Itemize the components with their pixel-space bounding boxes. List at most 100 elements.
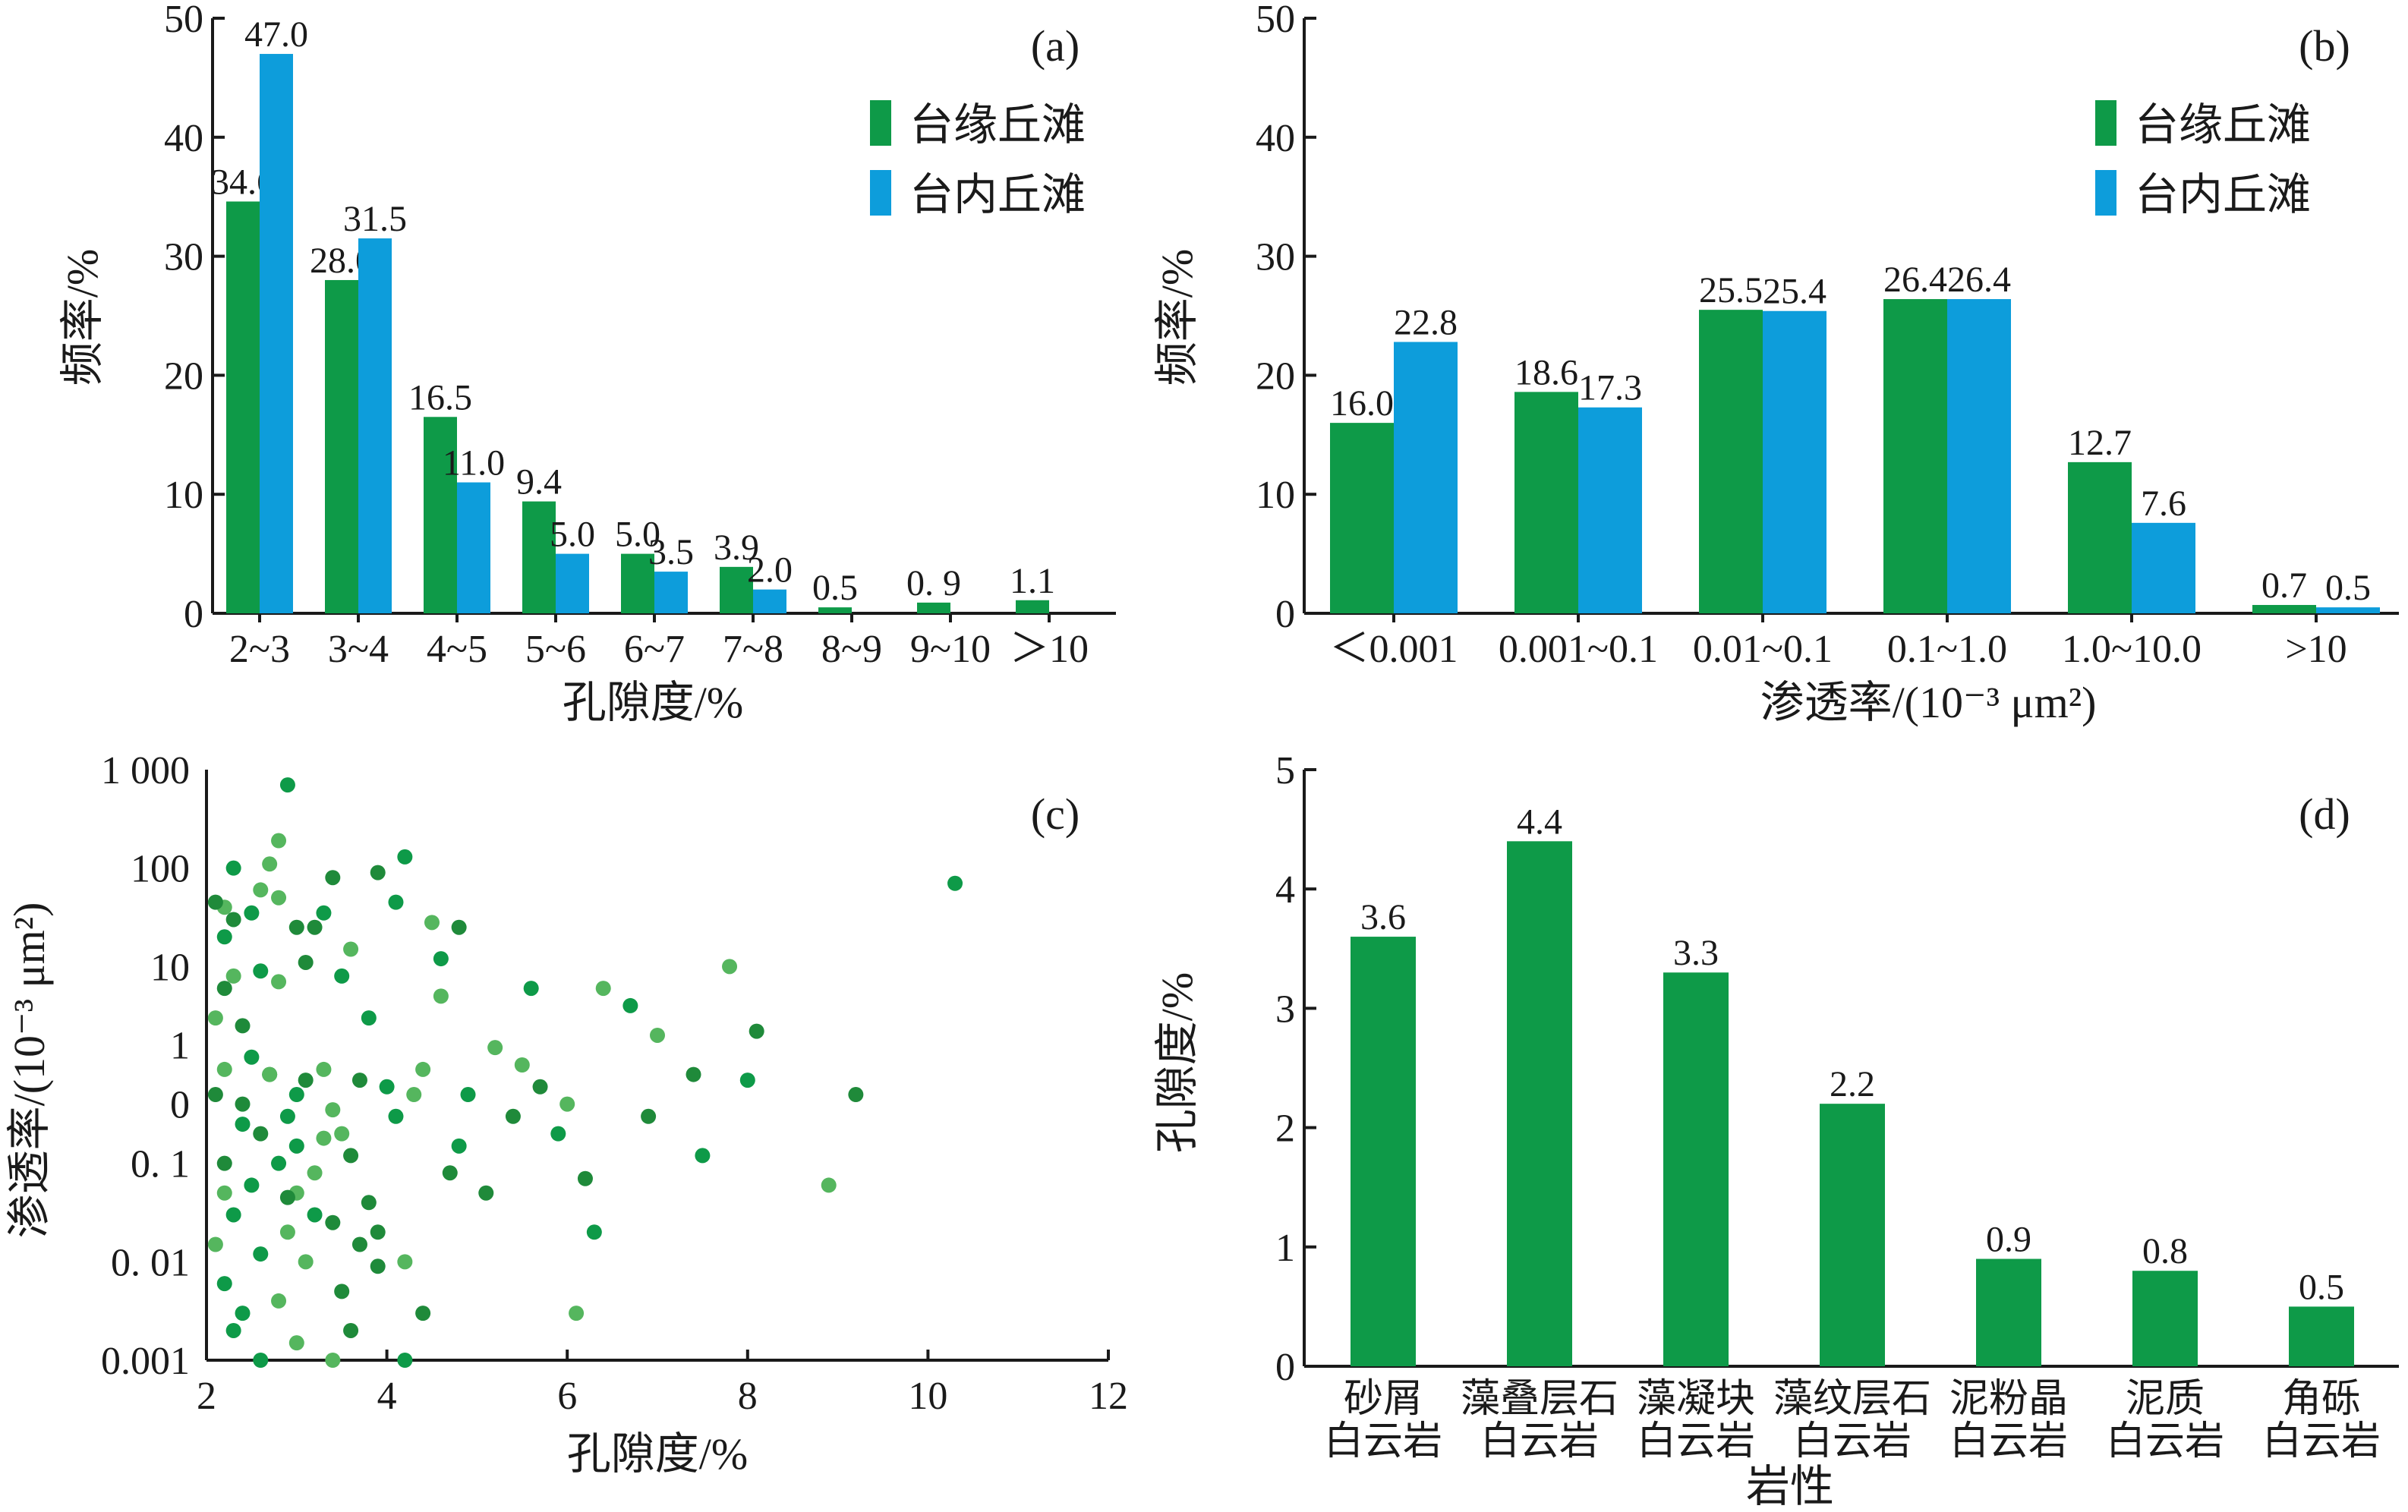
x-tick-label: 1.0~10.0 xyxy=(2062,628,2202,671)
bar-series1 xyxy=(1663,972,1729,1366)
scatter-point xyxy=(225,860,241,876)
bar-series1 xyxy=(1016,600,1049,613)
bar-series2 xyxy=(2316,607,2380,613)
y-tick-label: 2 xyxy=(1275,1107,1295,1151)
scatter-point xyxy=(225,1322,241,1338)
scatter-point xyxy=(370,1258,386,1274)
scatter-point xyxy=(235,1117,251,1132)
bar-series1 xyxy=(621,553,654,613)
y-tick-label: 3 xyxy=(1275,988,1295,1031)
scatter-point xyxy=(334,1126,350,1142)
x-tick-label: 8 xyxy=(738,1375,758,1418)
scatter-point xyxy=(244,1177,260,1193)
y-tick-label: 0. 1 xyxy=(131,1143,190,1186)
y-tick-label: 30 xyxy=(164,236,203,279)
y-tick-label: 0 xyxy=(184,593,203,636)
y-tick-label: 50 xyxy=(1256,0,1295,41)
panel-a-porosity-frequency-chart: 0102030405034.647.02~328.031.53~416.511.… xyxy=(58,0,1116,727)
x-tick-label: 6 xyxy=(557,1375,577,1418)
data-label: 12.7 xyxy=(2068,423,2132,463)
x-tick-label: 白云岩 xyxy=(2262,1420,2381,1463)
y-axis-title: 频率/% xyxy=(1152,249,1202,386)
scatter-point xyxy=(415,1061,431,1077)
scatter-point xyxy=(577,1170,593,1186)
bar-series1 xyxy=(2289,1306,2354,1366)
scatter-point xyxy=(848,1087,864,1103)
scatter-point xyxy=(307,1165,323,1181)
scatter-point xyxy=(253,882,269,898)
scatter-point xyxy=(216,1061,232,1077)
scatter-point xyxy=(271,890,287,906)
data-label: 25.4 xyxy=(1763,272,1826,312)
scatter-point xyxy=(532,1079,548,1095)
panel-label: (b) xyxy=(2299,21,2350,71)
data-label: 4.4 xyxy=(1517,802,1562,842)
x-axis-title: 孔隙度/% xyxy=(563,678,743,727)
scatter-point xyxy=(271,1155,287,1171)
scatter-point xyxy=(279,1108,295,1124)
scatter-point xyxy=(947,875,963,891)
y-tick-label: 10 xyxy=(150,946,190,989)
scatter-point xyxy=(207,1236,223,1252)
scatter-point xyxy=(424,915,440,931)
bar-series1 xyxy=(325,279,358,613)
data-label: 0. 9 xyxy=(906,563,961,603)
y-axis-title: 渗透率/(10⁻³ μm²) xyxy=(5,902,54,1239)
scatter-point xyxy=(550,1126,566,1142)
scatter-point xyxy=(749,1023,764,1039)
data-label: 16.0 xyxy=(1330,383,1394,424)
data-label: 3.3 xyxy=(1673,933,1719,973)
scatter-point xyxy=(686,1066,701,1082)
scatter-point xyxy=(559,1096,575,1112)
x-tick-label: ＜0.001 xyxy=(1329,628,1458,671)
x-tick-label: 0.1~1.0 xyxy=(1887,628,2007,671)
scatter-point xyxy=(216,981,232,997)
scatter-point xyxy=(325,1102,341,1118)
scatter-point xyxy=(225,1207,241,1223)
scatter-point xyxy=(235,1018,251,1034)
y-tick-label: 5 xyxy=(1275,749,1295,792)
bar-series2 xyxy=(1578,407,1642,613)
scatter-point xyxy=(569,1306,585,1321)
scatter-point xyxy=(225,912,241,928)
panel-label: (c) xyxy=(1031,789,1080,839)
x-tick-label: 7~8 xyxy=(723,628,783,671)
x-tick-label: 白云岩 xyxy=(1793,1420,1912,1463)
x-tick-label: 藻纹层石 xyxy=(1773,1378,1931,1421)
data-label: 26.4 xyxy=(1947,260,2011,300)
data-label: 16.5 xyxy=(408,377,472,417)
x-tick-label: 0.01~0.1 xyxy=(1693,628,1833,671)
data-label: 5.0 xyxy=(615,515,660,555)
scatter-point xyxy=(279,777,295,793)
scatter-point xyxy=(244,1049,260,1065)
scatter-point xyxy=(415,1306,431,1321)
scatter-point xyxy=(216,1185,232,1201)
x-tick-label: 3~4 xyxy=(328,628,389,671)
x-tick-label: >10 xyxy=(2285,628,2347,671)
bar-series1 xyxy=(1351,937,1416,1366)
scatter-point xyxy=(361,1010,377,1026)
x-tick-label: 藻叠层石 xyxy=(1461,1378,1618,1421)
scatter-point xyxy=(370,1224,386,1240)
scatter-point xyxy=(207,1087,223,1103)
scatter-point xyxy=(433,988,449,1004)
scatter-point xyxy=(307,1207,323,1223)
x-tick-label: 白云岩 xyxy=(1637,1420,1755,1463)
bar-series1 xyxy=(1883,299,1947,613)
scatter-point xyxy=(298,1073,314,1088)
y-axis-title: 孔隙度/% xyxy=(1152,972,1202,1153)
bar-series1 xyxy=(1330,423,1394,613)
x-tick-label: 4~5 xyxy=(427,628,487,671)
y-tick-label: 1 xyxy=(170,1025,190,1068)
bar-series1 xyxy=(720,566,753,613)
data-label: 0.5 xyxy=(812,568,858,608)
y-tick-label: 0. 01 xyxy=(111,1241,190,1284)
data-label: 22.8 xyxy=(1394,302,1458,342)
scatter-point xyxy=(514,1057,530,1073)
bar-series2 xyxy=(753,589,786,613)
scatter-point xyxy=(262,856,278,872)
scatter-point xyxy=(351,1236,367,1252)
scatter-point xyxy=(739,1073,755,1088)
scatter-point xyxy=(288,1335,304,1351)
x-tick-label: 角砾 xyxy=(2282,1378,2361,1421)
